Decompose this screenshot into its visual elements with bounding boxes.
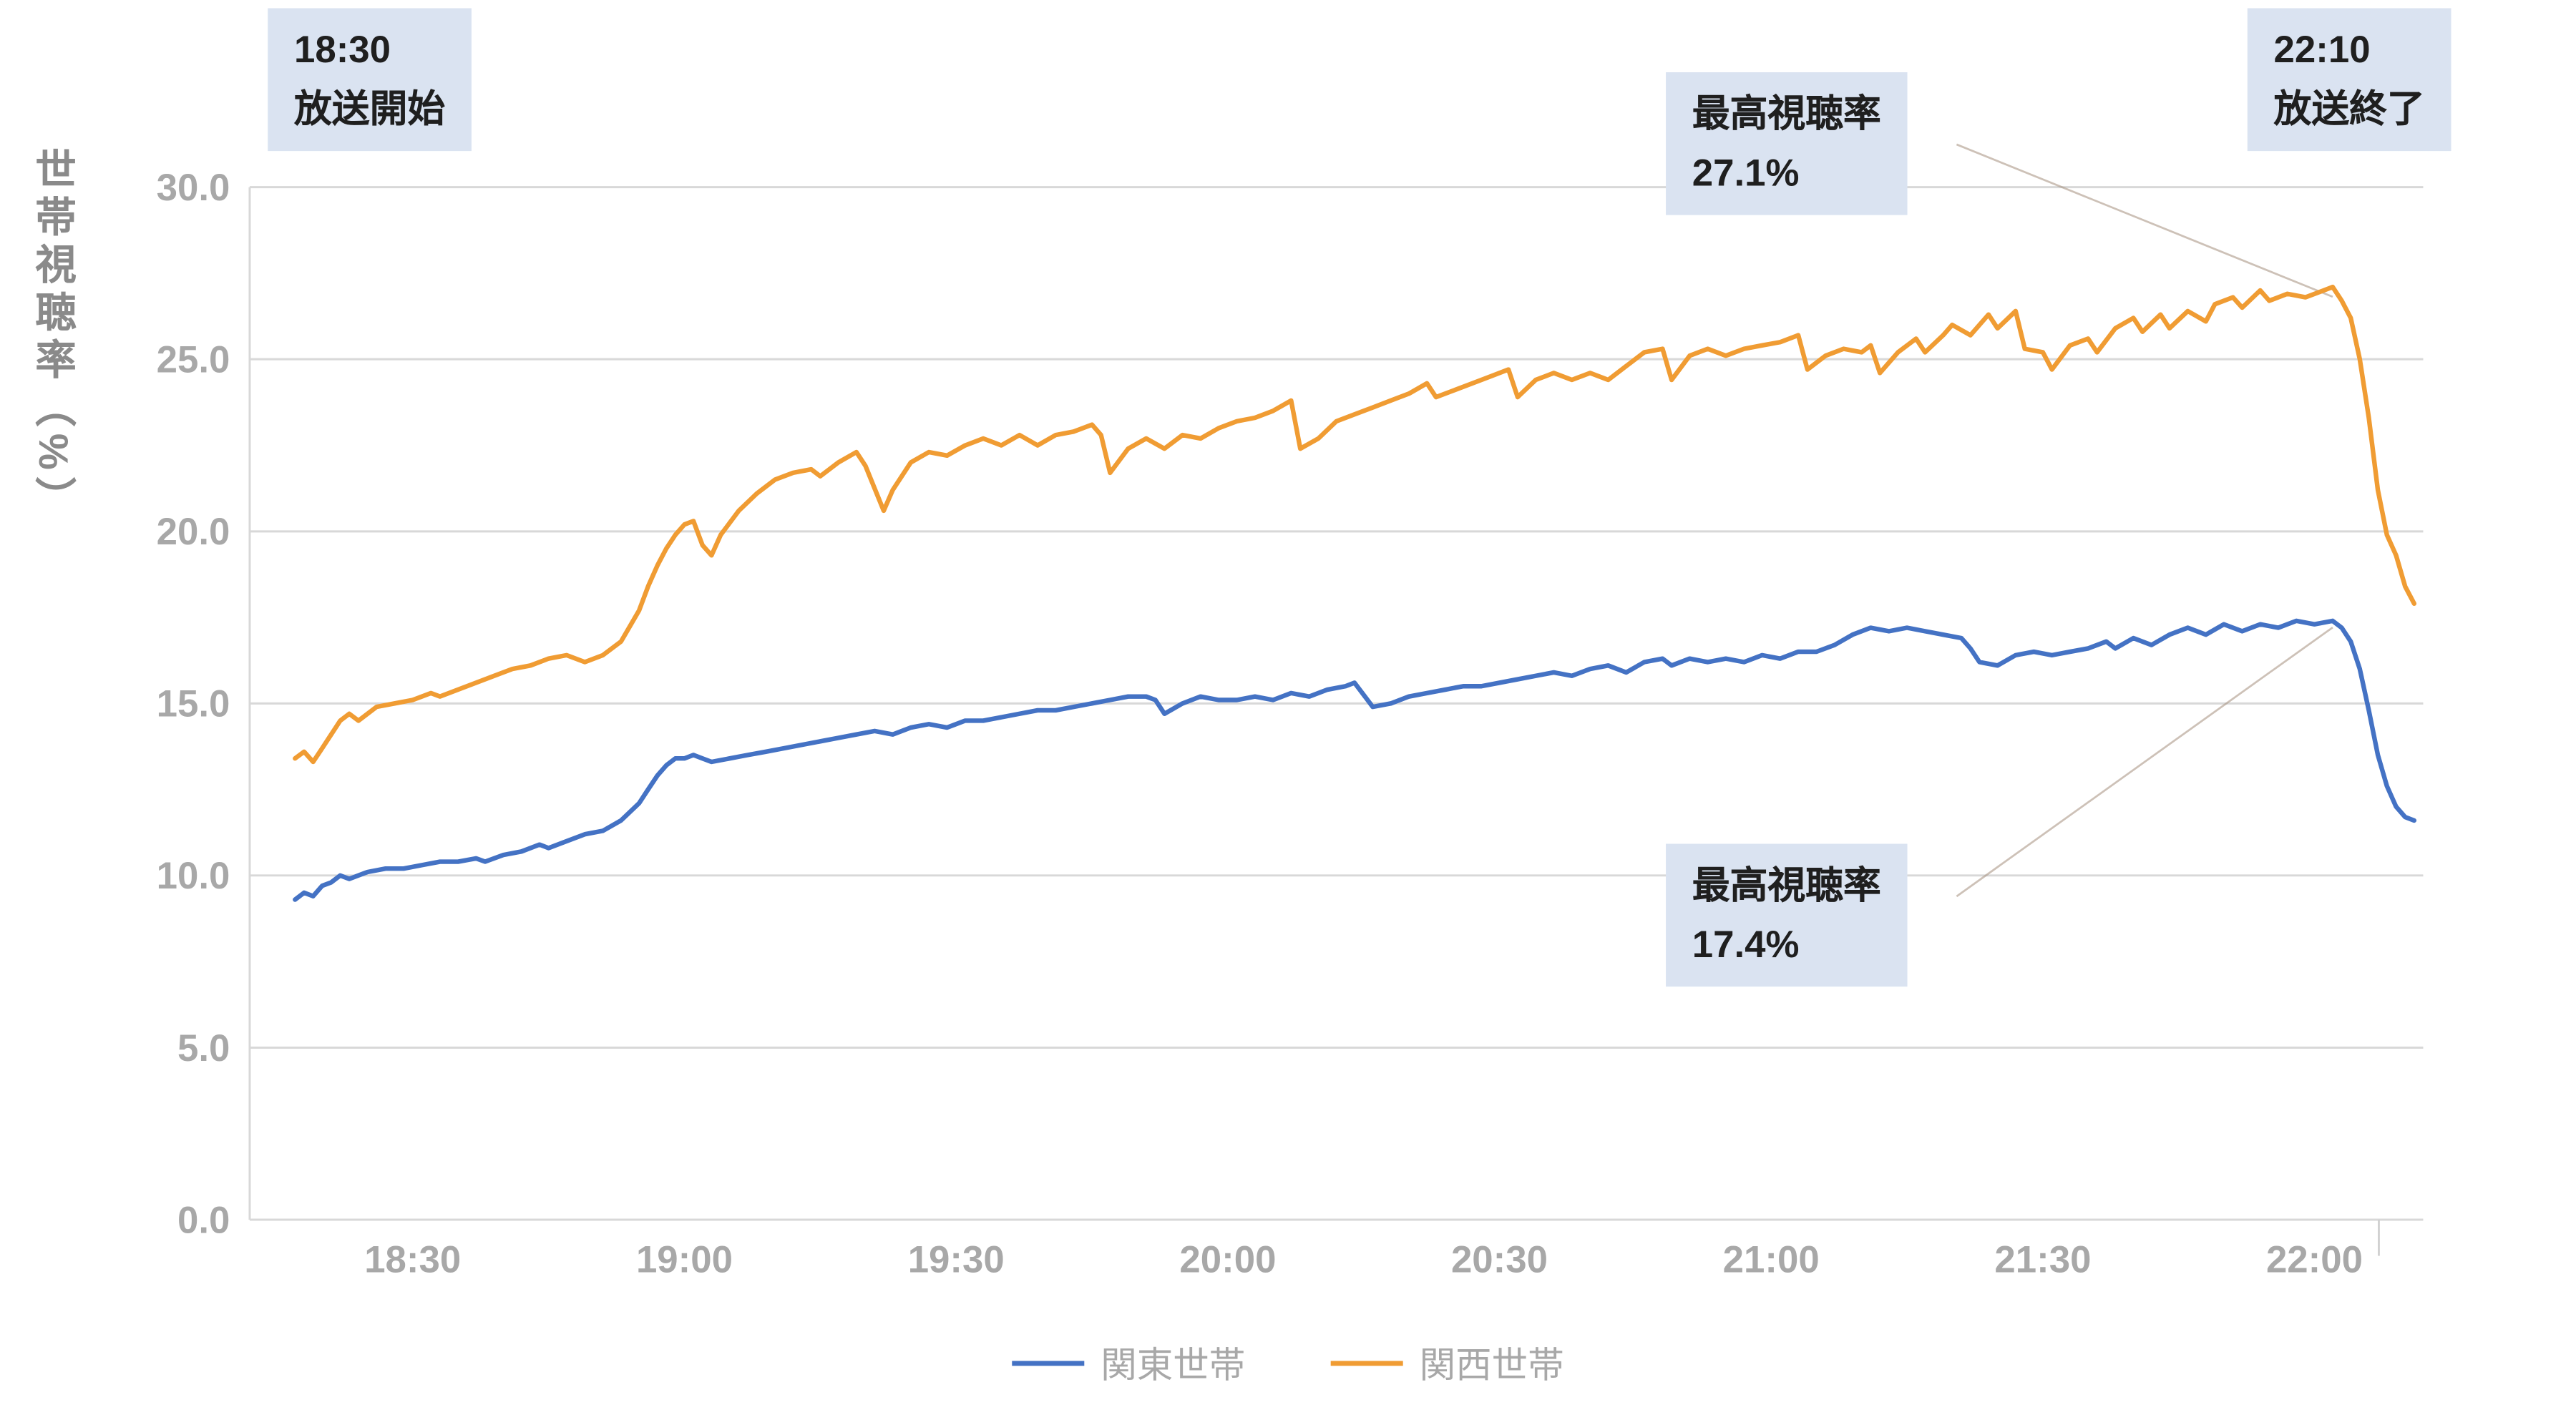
y-tick-label: 25.0: [157, 338, 230, 381]
x-tick-label: 20:00: [1179, 1238, 1276, 1281]
tick-labels: 0.0 5.0 10.0 15.0 20.0 25.0 30.0 18:30 19:00 19:3…: [157, 167, 2363, 1281]
y-axis-title: 世帯視聴率（%）: [29, 147, 76, 524]
legend-label-kanto: 関東世帯: [1101, 1344, 1246, 1386]
x-tick-label: 19:30: [908, 1238, 1005, 1281]
series-line-kansai: [293, 284, 2417, 765]
annotation-peak-kanto: 最高視聴率 17.4%: [1666, 843, 1908, 987]
legend-label-kansai: 関西世帯: [1419, 1344, 1564, 1386]
x-tick-label: 21:00: [1723, 1238, 1820, 1281]
y-tick-label: 15.0: [157, 683, 230, 725]
annotation-peak-kansai-label: 最高視聴率: [1692, 92, 1881, 135]
leader-line-kanto-peak: [1956, 626, 2333, 898]
legend-line-sample-kanto: [1012, 1360, 1085, 1366]
y-tick-label: 5.0: [177, 1027, 230, 1069]
x-tick-label: 22:00: [2266, 1238, 2363, 1281]
annotation-peak-kansai: 最高視聴率 27.1%: [1666, 72, 1908, 216]
legend: 関東世帯 関西世帯: [0, 1336, 2576, 1389]
y-tick-label: 30.0: [157, 167, 230, 209]
annotation-broadcast-start: 18:30 放送開始: [268, 8, 472, 152]
annotation-start-time: 18:30: [293, 28, 391, 71]
leader-line-kansai-peak: [1956, 143, 2333, 298]
y-tick-label: 10.0: [157, 855, 230, 897]
annotation-end-time: 22:10: [2273, 28, 2371, 71]
x-tick-label: 21:30: [1994, 1238, 2091, 1281]
annotation-broadcast-end: 22:10 放送終了: [2247, 8, 2451, 152]
annotation-peak-kanto-value: 17.4%: [1692, 921, 1800, 965]
x-tick-label: 20:30: [1451, 1238, 1548, 1281]
legend-item-kansai: 関西世帯: [1330, 1336, 1564, 1389]
series-line-kanto: [293, 618, 2417, 902]
x-tick-label: 18:30: [364, 1238, 461, 1281]
y-tick-label: 20.0: [157, 511, 230, 553]
y-tick-label: 0.0: [177, 1199, 230, 1241]
legend-line-sample-kansai: [1330, 1360, 1403, 1366]
data-series: [293, 284, 2417, 902]
x-tick-label: 19:00: [636, 1238, 733, 1281]
legend-item-kanto: 関東世帯: [1012, 1336, 1245, 1389]
annotation-peak-kansai-value: 27.1%: [1692, 150, 1800, 193]
annotation-leader-lines: [1956, 143, 2333, 898]
annotation-start-text: 放送開始: [293, 86, 446, 129]
annotation-peak-kanto-label: 最高視聴率: [1692, 863, 1881, 906]
annotation-end-text: 放送終了: [2273, 86, 2425, 129]
gridlines: [248, 186, 2424, 1256]
